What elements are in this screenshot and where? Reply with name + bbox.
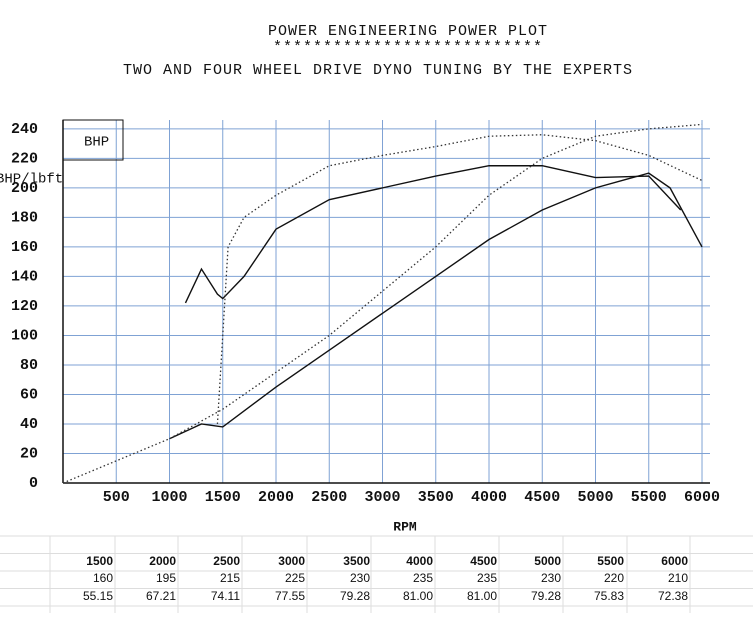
x-tick-label: 6000 — [684, 489, 720, 506]
table-cell: 79.28 — [531, 589, 561, 603]
x-tick-label: 4500 — [524, 489, 560, 506]
y-tick-label: 100 — [11, 327, 38, 344]
x-tick-label: 5000 — [578, 489, 614, 506]
data-line — [62, 123, 703, 484]
data-line — [184, 165, 682, 304]
x-tick-label: 3000 — [364, 489, 400, 506]
data-line — [216, 134, 703, 425]
x-tick-label: 4000 — [471, 489, 507, 506]
table-cell: 5000 — [534, 554, 561, 568]
y-tick-label: 140 — [11, 268, 38, 285]
y-tick-label: 180 — [11, 209, 38, 226]
y-tick-label: 160 — [11, 239, 38, 256]
table-cell: 4500 — [470, 554, 497, 568]
table-cell: 235 — [413, 571, 433, 585]
table-cell: 225 — [285, 571, 305, 585]
table-cell: 230 — [350, 571, 370, 585]
legend-box — [62, 119, 124, 161]
y-tick-label: 80 — [20, 357, 38, 374]
table-cell: 1500 — [86, 554, 113, 568]
table-cell: 215 — [220, 571, 240, 585]
table-cell: 235 — [477, 571, 497, 585]
table-cell: 4000 — [406, 554, 433, 568]
table-cell: 81.00 — [403, 589, 433, 603]
table-cell: 67.21 — [146, 589, 176, 603]
table-cell: 230 — [541, 571, 561, 585]
x-tick-label: 3500 — [418, 489, 454, 506]
x-tick-label: 5500 — [631, 489, 667, 506]
table-cell: 79.28 — [340, 589, 370, 603]
y-tick-label: 200 — [11, 180, 38, 197]
x-tick-label: 500 — [103, 489, 130, 506]
table-cell: 2500 — [213, 554, 240, 568]
y-tick-label: 0 — [29, 475, 38, 492]
table-cell: 6000 — [661, 554, 688, 568]
x-tick-label: 2000 — [258, 489, 294, 506]
table-cell: 74.11 — [211, 589, 240, 603]
table-cell: 3000 — [278, 554, 305, 568]
table-cell: 2000 — [149, 554, 176, 568]
y-tick-label: 120 — [11, 298, 38, 315]
legend-label: BHP — [84, 135, 109, 151]
table-cell: 75.83 — [594, 589, 624, 603]
title-rule: *************************** — [273, 39, 543, 56]
table-cell: 160 — [93, 571, 113, 585]
x-axis-label: RPM — [393, 519, 417, 534]
table-cell: 81.00 — [467, 589, 497, 603]
x-tick-label: 1500 — [205, 489, 241, 506]
table-cell: 3500 — [343, 554, 370, 568]
chart-subtitle: TWO AND FOUR WHEEL DRIVE DYNO TUNING BY … — [123, 62, 633, 79]
data-line — [169, 172, 703, 440]
y-tick-label: 240 — [11, 121, 38, 138]
table-cell: 72.38 — [658, 589, 688, 603]
table-cell: 210 — [668, 571, 688, 585]
y-tick-label: 40 — [20, 416, 38, 433]
x-tick-label: 2500 — [311, 489, 347, 506]
table-cell: 220 — [604, 571, 624, 585]
table-cell: 55.15 — [83, 589, 113, 603]
table-cell: 5500 — [597, 554, 624, 568]
x-tick-label: 1000 — [151, 489, 187, 506]
y-tick-label: 20 — [20, 445, 38, 462]
y-tick-label: 60 — [20, 386, 38, 403]
y-axis-label: BHP/lbft — [0, 172, 63, 188]
table-cell: 77.55 — [275, 589, 305, 603]
chart-title: POWER ENGINEERING POWER PLOT — [268, 23, 548, 40]
table-cell: 195 — [156, 571, 176, 585]
y-tick-label: 220 — [11, 150, 38, 167]
